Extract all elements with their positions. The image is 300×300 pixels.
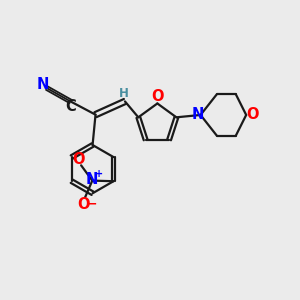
Text: N: N bbox=[36, 77, 49, 92]
Text: O: O bbox=[77, 197, 90, 212]
Text: N: N bbox=[192, 107, 204, 122]
Text: O: O bbox=[72, 152, 84, 167]
Text: H: H bbox=[118, 87, 128, 100]
Text: O: O bbox=[152, 89, 164, 104]
Text: −: − bbox=[87, 198, 98, 211]
Text: N: N bbox=[86, 172, 98, 187]
Text: C: C bbox=[66, 99, 76, 114]
Text: O: O bbox=[246, 107, 258, 122]
Text: +: + bbox=[95, 169, 103, 179]
